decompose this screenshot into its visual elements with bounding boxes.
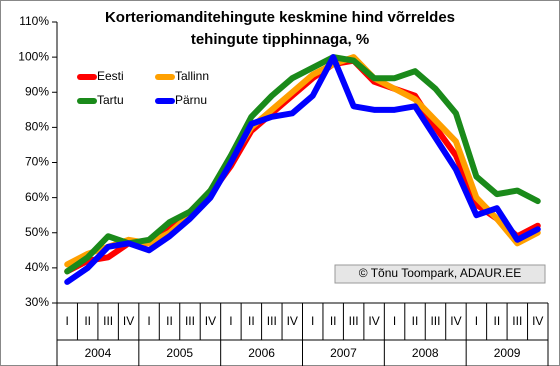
x-tick-label: IV: [450, 314, 461, 328]
legend-label: Tartu: [97, 93, 124, 107]
x-tick-label: II: [412, 314, 419, 328]
x-tick-label: III: [267, 314, 277, 328]
year-label: 2004: [85, 346, 112, 360]
year-label: 2007: [330, 346, 357, 360]
y-tick-label: 70%: [25, 155, 49, 169]
x-tick-label: I: [229, 314, 232, 328]
year-label: 2006: [248, 346, 275, 360]
chart-title: Korteriomanditehingute keskmine hind võr…: [105, 9, 455, 26]
legend-label: Tallinn: [175, 69, 209, 83]
annotation: © Tõnu Toompark, ADAUR.EE: [359, 266, 521, 280]
x-tick-label: I: [475, 314, 478, 328]
y-tick-label: 100%: [18, 49, 49, 63]
x-tick-label: II: [248, 314, 255, 328]
y-tick-label: 60%: [25, 190, 49, 204]
x-tick-label: II: [494, 314, 501, 328]
legend-label: Eesti: [97, 69, 124, 83]
x-tick-label: III: [512, 314, 522, 328]
year-label: 2009: [494, 346, 521, 360]
series-line: [64, 54, 541, 285]
y-tick-label: 90%: [25, 84, 49, 98]
x-tick-label: II: [84, 314, 91, 328]
year-label: 2005: [166, 346, 193, 360]
x-tick-label: IV: [123, 314, 134, 328]
y-tick-label: 50%: [25, 225, 49, 239]
x-tick-label: IV: [205, 314, 216, 328]
y-tick-label: 80%: [25, 120, 49, 134]
x-tick-label: I: [147, 314, 150, 328]
x-tick-label: III: [103, 314, 113, 328]
y-tick-label: 110%: [19, 14, 49, 28]
legend-label: Pärnu: [175, 93, 207, 107]
series-line: [64, 54, 541, 275]
x-tick-label: III: [430, 314, 440, 328]
x-tick-label: IV: [532, 314, 543, 328]
x-tick-label: II: [330, 314, 337, 328]
annotation-box: [334, 264, 546, 284]
x-tick-label: IV: [368, 314, 379, 328]
y-tick-label: 40%: [25, 260, 49, 274]
x-tick-label: II: [166, 314, 173, 328]
x-tick-label: I: [393, 314, 396, 328]
x-tick-label: I: [311, 314, 314, 328]
x-tick-label: III: [349, 314, 359, 328]
x-tick-label: III: [185, 314, 195, 328]
x-tick-label: IV: [287, 314, 298, 328]
chart-title: tehingute tipphinnaga, %: [191, 31, 369, 48]
y-tick-label: 30%: [25, 295, 49, 309]
year-label: 2008: [412, 346, 439, 360]
x-tick-label: I: [66, 314, 69, 328]
